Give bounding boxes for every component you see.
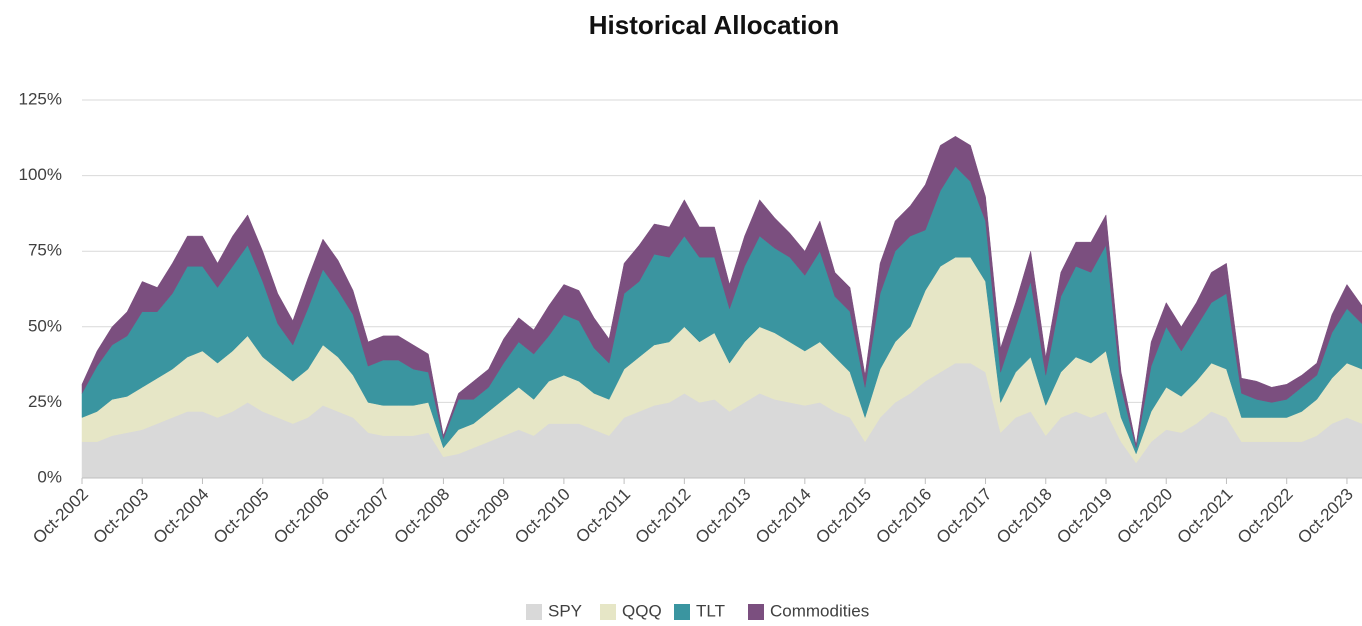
legend-label: SPY [548,601,582,620]
y-tick-label: 0% [37,467,62,486]
x-tick-label: Oct-2004 [150,485,213,548]
x-tick-label: Oct-2014 [752,485,815,548]
x-tick-label: Oct-2002 [29,485,92,548]
legend-swatch [748,604,764,620]
y-tick-label: 100% [19,165,62,184]
x-tick-label: Oct-2008 [391,485,454,548]
x-tick-label: Oct-2009 [451,485,514,548]
legend-swatch [526,604,542,620]
x-tick-label: Oct-2007 [330,485,393,548]
x-tick-label: Oct-2022 [1234,485,1297,548]
legend-label: TLT [696,601,725,620]
x-tick-label: Oct-2013 [692,485,755,548]
legend-swatch [674,604,690,620]
y-tick-label: 125% [19,89,62,108]
x-tick-label: Oct-2016 [872,485,935,548]
x-tick-label: Oct-2018 [993,485,1056,548]
y-tick-label: 50% [28,316,62,335]
y-tick-label: 25% [28,392,62,411]
legend-label: Commodities [770,601,869,620]
x-tick-label: Oct-2003 [89,485,152,548]
x-tick-label: Oct-2020 [1113,485,1176,548]
y-tick-label: 75% [28,241,62,260]
x-tick-label: Oct-2021 [1174,485,1237,548]
x-tick-label: Oct-2012 [631,485,694,548]
area [81,135,1362,448]
x-tick-label: Oct-2015 [812,485,875,548]
x-tick-label: Oct-2017 [933,485,996,548]
x-tick-label: Oct-2011 [572,485,634,547]
x-tick-label: Oct-2019 [1053,485,1116,548]
x-tick-label: Oct-2023 [1294,485,1357,548]
x-tick-label: Oct-2005 [210,485,273,548]
x-tick-label: Oct-2010 [511,485,574,548]
x-tick-label: Oct-2006 [270,485,333,548]
legend-label: QQQ [622,601,662,620]
legend-swatch [600,604,616,620]
chart-title: Historical Allocation [589,10,839,40]
